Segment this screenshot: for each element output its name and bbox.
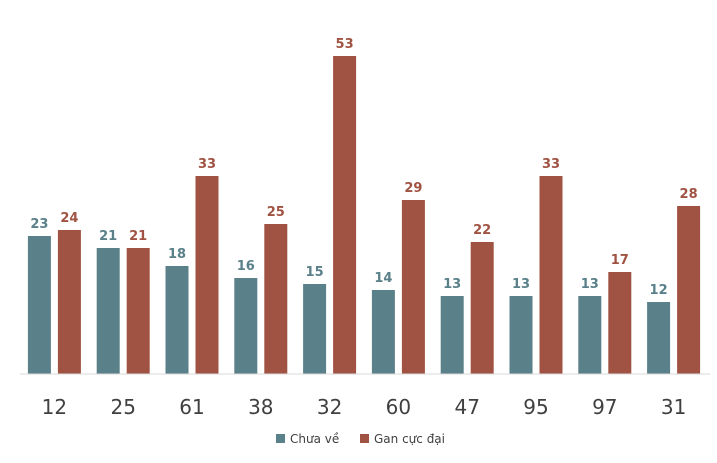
- bar-series-1-32: [333, 56, 357, 374]
- data-label-series-1-12: 24: [60, 211, 78, 226]
- legend: Chưa về Gan cực đại: [276, 432, 445, 446]
- bar-series-0-12: [27, 236, 51, 374]
- bar-series-0-47: [440, 296, 464, 374]
- bars-layer: [27, 56, 701, 374]
- data-label-series-0-47: 13: [443, 277, 461, 292]
- bar-series-0-38: [234, 278, 258, 374]
- bar-series-1-60: [401, 200, 425, 374]
- data-label-series-0-38: 16: [237, 259, 255, 274]
- bar-series-0-60: [371, 290, 395, 374]
- category-label-60: 60: [386, 395, 411, 419]
- bar-series-0-61: [165, 266, 189, 374]
- data-label-series-0-60: 14: [374, 271, 392, 286]
- legend-swatch-series-1: [360, 434, 369, 443]
- category-labels-layer: 12 25 61 38 32 60 47 95 97 31: [42, 395, 687, 419]
- legend-label-series-0: Chưa về: [290, 432, 339, 446]
- data-label-series-1-47: 22: [473, 223, 491, 238]
- category-label-95: 95: [523, 395, 548, 419]
- data-label-series-0-31: 12: [650, 283, 668, 298]
- data-label-series-1-97: 17: [611, 253, 629, 268]
- category-label-25: 25: [110, 395, 135, 419]
- data-label-series-1-32: 53: [336, 37, 354, 52]
- data-label-series-1-25: 21: [129, 229, 147, 244]
- category-label-12: 12: [42, 395, 67, 419]
- bar-series-0-31: [647, 302, 671, 374]
- data-label-series-1-95: 33: [542, 157, 560, 172]
- category-label-31: 31: [661, 395, 686, 419]
- category-label-47: 47: [454, 395, 479, 419]
- data-label-series-0-97: 13: [581, 277, 599, 292]
- category-label-32: 32: [317, 395, 342, 419]
- data-label-series-1-31: 28: [680, 187, 698, 202]
- bar-series-1-61: [195, 176, 219, 374]
- category-label-38: 38: [248, 395, 273, 419]
- data-label-series-0-95: 13: [512, 277, 530, 292]
- bar-series-1-31: [677, 206, 701, 374]
- category-label-61: 61: [179, 395, 204, 419]
- bar-series-0-32: [303, 284, 327, 374]
- legend-label-series-1: Gan cực đại: [374, 432, 445, 446]
- bar-series-1-12: [57, 230, 81, 374]
- data-label-series-1-61: 33: [198, 157, 216, 172]
- bar-series-1-95: [539, 176, 563, 374]
- data-label-series-0-32: 15: [306, 265, 324, 280]
- legend-swatch-series-0: [276, 434, 285, 443]
- bar-series-0-95: [509, 296, 533, 374]
- bar-series-1-25: [126, 248, 150, 374]
- data-label-series-0-25: 21: [99, 229, 117, 244]
- data-label-series-0-61: 18: [168, 247, 186, 262]
- bar-series-1-97: [608, 272, 632, 374]
- bar-series-1-47: [470, 242, 494, 374]
- data-label-series-1-60: 29: [404, 181, 422, 196]
- bar-series-1-38: [264, 224, 288, 374]
- data-label-series-1-38: 25: [267, 205, 285, 220]
- bar-series-0-97: [578, 296, 602, 374]
- category-label-97: 97: [592, 395, 617, 419]
- data-label-series-0-12: 23: [30, 217, 48, 232]
- bar-series-0-25: [96, 248, 120, 374]
- data-labels-layer: 23 24 21 21 18 33 16 25 15 53 14 29 13 22 13 33 13 17 12 28: [30, 37, 697, 298]
